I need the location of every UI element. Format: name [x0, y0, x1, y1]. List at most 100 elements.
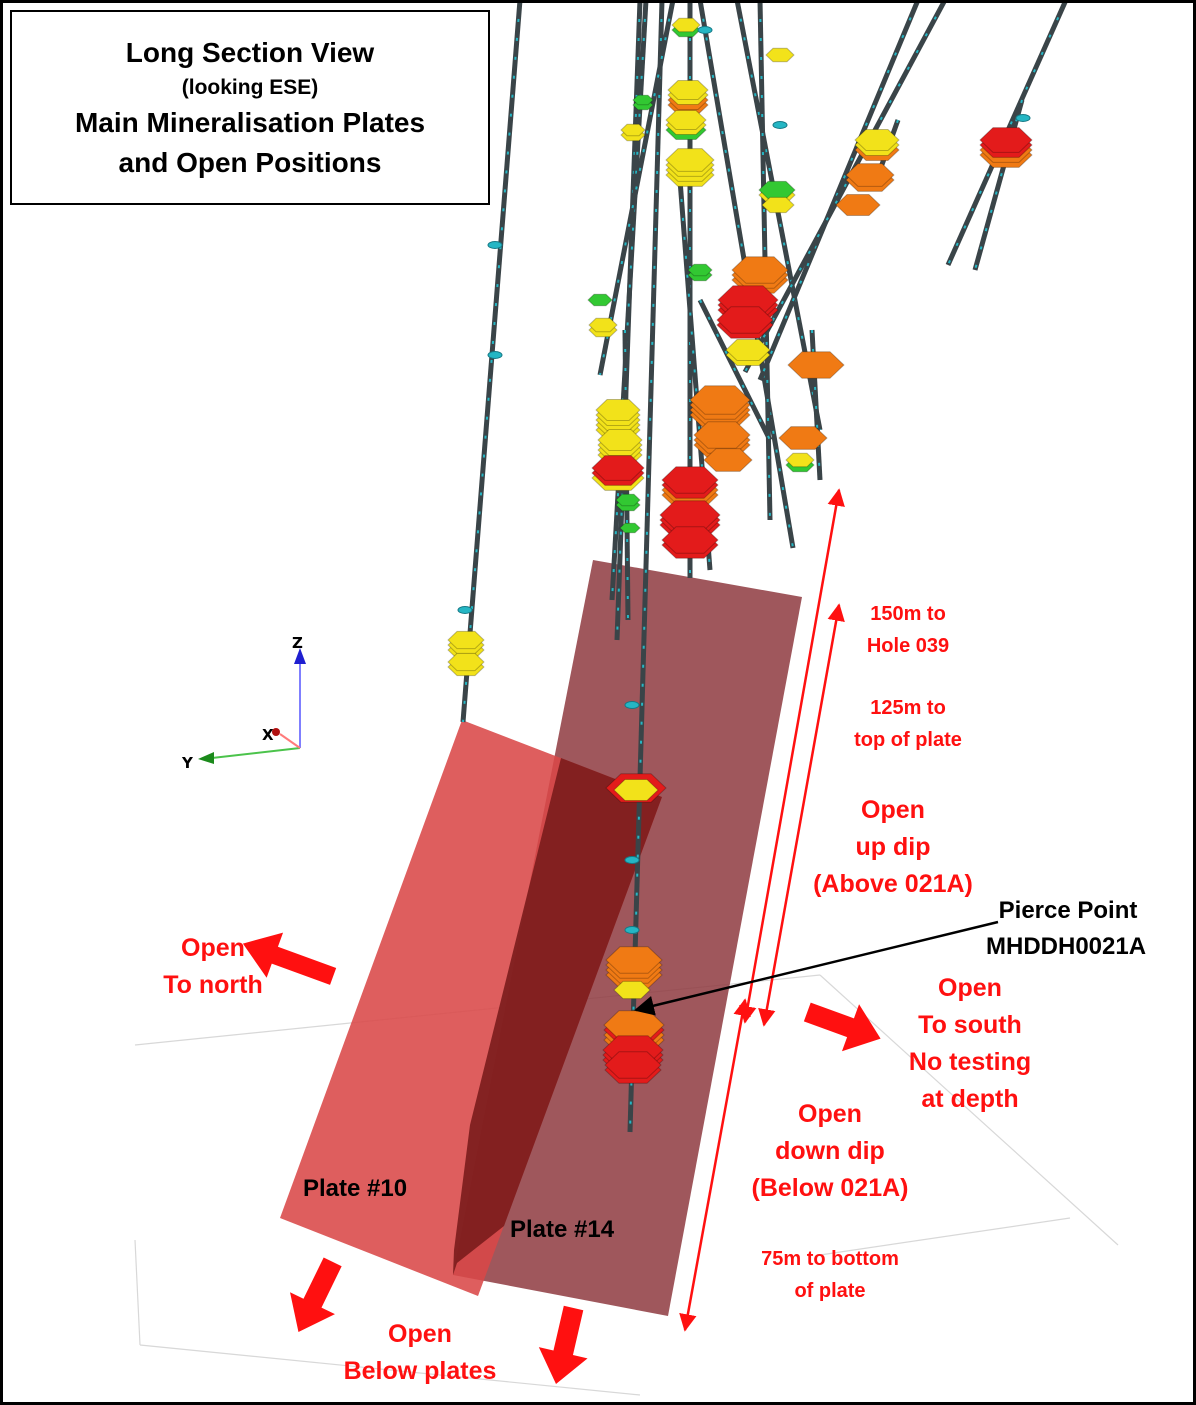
title-line-3: Main Mineralisation Plates: [74, 106, 426, 138]
open-south-line-4: at depth: [921, 1085, 1019, 1113]
dist-hole039-line-2: Hole 039: [866, 635, 950, 657]
title-line-4: and Open Positions: [118, 146, 382, 178]
survey-ring: [1015, 114, 1031, 122]
drillhole-assay-marks: [599, 0, 674, 376]
dist-bottom-plate-line-1: 75m to bottom: [761, 1248, 899, 1270]
open-down-dip-line-2: down dip: [775, 1137, 885, 1165]
open-up-dip-line-1: Open: [861, 796, 925, 824]
open-up-dip-line-2: up dip: [855, 833, 931, 861]
intercept-marker: [778, 426, 828, 450]
dist-top-plate-line-2: top of plate: [854, 729, 962, 751]
dist-hole039-line-1: 150m to: [870, 603, 946, 625]
intercept-marker: [661, 466, 719, 494]
x-axis-label: X: [262, 726, 274, 744]
pierce-point-line-1: Pierce Point: [998, 897, 1138, 924]
arrow-below-left-icon: [290, 1257, 342, 1332]
open-below-line-1: Open: [388, 1320, 452, 1348]
open-down-dip-line-1: Open: [798, 1100, 862, 1128]
survey-ring: [624, 926, 640, 934]
intercepts-group: [447, 17, 1033, 1084]
open-south-label: Open To south No testing at depth: [895, 970, 1045, 1118]
intercept-marker: [615, 493, 641, 507]
intercept-marker: [731, 256, 789, 284]
intercept-marker: [689, 385, 751, 415]
intercept-marker: [854, 129, 900, 151]
z-axis-icon: [294, 648, 306, 664]
drillhole-assay-marks: [616, 0, 641, 641]
intercept-marker: [591, 455, 645, 481]
open-south-line-3: No testing: [908, 1048, 1032, 1076]
intercept-marker: [619, 522, 641, 534]
intercept-marker: [765, 47, 795, 63]
intercept-marker: [665, 148, 715, 172]
drillhole-assay-marks: [462, 0, 521, 723]
title-line-2: (looking ESE): [181, 75, 319, 99]
dim-125m-line: [758, 603, 845, 1027]
open-north-label: Open To north: [143, 930, 283, 1004]
intercept-marker: [447, 630, 485, 650]
intercept-marker: [845, 163, 895, 187]
arrow-north-icon: [242, 932, 337, 985]
dist-hole039-label: 150m to Hole 039: [848, 598, 968, 662]
intercept-marker: [620, 123, 646, 137]
pierce-point-leader: [634, 920, 999, 1016]
intercept-marker: [725, 339, 771, 361]
intercept-marker: [979, 127, 1033, 153]
dim-75m-line: [679, 998, 751, 1332]
intercept-marker: [632, 94, 654, 106]
intercept-marker: [605, 946, 663, 974]
intercept-marker: [595, 399, 641, 421]
open-south-line-1: Open: [938, 974, 1002, 1002]
survey-ring: [772, 121, 788, 129]
intercept-marker: [785, 452, 815, 468]
plates-group: [280, 560, 802, 1316]
open-down-dip-label: Open down dip (Below 021A): [735, 1096, 925, 1207]
open-up-dip-line-3: (Above 021A): [813, 870, 973, 898]
intercept-marker: [661, 526, 719, 554]
intercept-marker: [667, 80, 709, 100]
y-axis-icon: [198, 752, 214, 764]
intercept-marker: [835, 194, 881, 216]
title-line-1: Long Section View: [125, 36, 375, 68]
drillhole-assay-marks: [699, 299, 771, 441]
intercept-marker: [588, 317, 618, 333]
x-axis-icon: [272, 728, 280, 736]
intercept-marker: [597, 429, 643, 451]
intercept-marker: [787, 351, 845, 379]
survey-ring: [457, 606, 473, 614]
open-down-dip-line-3: (Below 021A): [751, 1174, 909, 1202]
intercept-marker: [687, 263, 713, 277]
plate-10-label: Plate #10: [303, 1175, 408, 1202]
survey-ring: [624, 856, 640, 864]
drillhole-assay-marks: [744, 0, 946, 373]
plate-overlap: [453, 758, 662, 1275]
intercept-marker: [447, 652, 485, 672]
intercept-marker: [613, 779, 659, 801]
drillhole-trace: [627, 0, 665, 1133]
z-axis-label: Z: [292, 634, 303, 652]
dist-bottom-plate-label: 75m to bottom of plate: [740, 1243, 920, 1307]
arrow-south-icon: [803, 1002, 881, 1052]
open-north-line-2: To north: [163, 971, 263, 999]
axis-triad: Z X Y: [181, 634, 306, 772]
survey-ring: [697, 26, 713, 34]
open-north-line-1: Open: [181, 934, 245, 962]
open-up-dip-label: Open up dip (Above 021A): [808, 792, 978, 903]
pierce-point-label: Pierce Point MHDDH0021A: [986, 893, 1146, 965]
survey-ring: [624, 701, 640, 709]
open-arrows: [242, 932, 881, 1384]
intercept-marker: [716, 306, 774, 334]
open-south-line-2: To south: [918, 1011, 1022, 1039]
intercept-marker: [587, 293, 613, 307]
intercept-marker: [665, 110, 707, 130]
dimension-lines: [679, 488, 845, 1332]
survey-ring: [487, 241, 503, 249]
intercept-marker: [703, 448, 753, 472]
dist-top-plate-line-1: 125m to: [870, 697, 946, 719]
dist-top-plate-label: 125m to top of plate: [838, 692, 978, 756]
pierce-point-line-2: MHDDH0021A: [986, 933, 1147, 960]
dist-bottom-plate-line-2: of plate: [794, 1280, 866, 1302]
arrow-below-right-icon: [538, 1305, 588, 1384]
